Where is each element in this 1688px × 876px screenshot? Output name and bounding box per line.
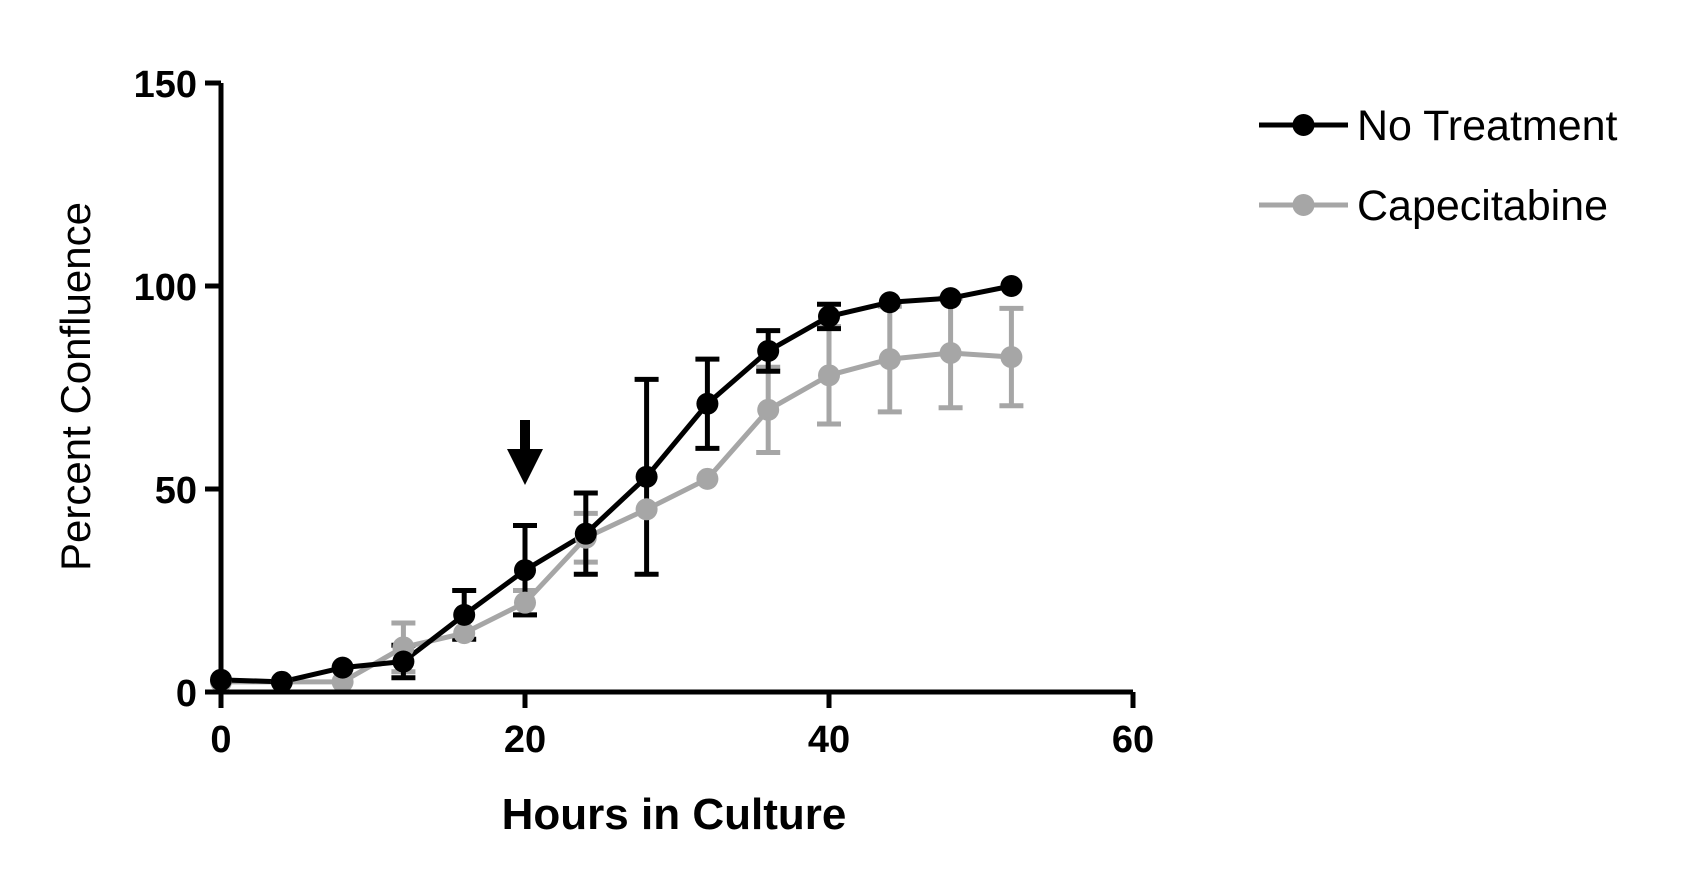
data-point (331, 656, 354, 679)
legend-item-no-treatment: No Treatment (1259, 102, 1618, 150)
data-point (939, 341, 962, 364)
x-axis: 0 20 40 60 (210, 689, 1154, 761)
data-point (757, 398, 780, 421)
data-point (270, 670, 293, 693)
data-point (939, 287, 962, 310)
series-capecitabine-line (221, 350, 1012, 685)
x-ticks: 0 20 40 60 (210, 692, 1154, 761)
data-point (635, 465, 658, 488)
data-point (696, 392, 719, 415)
x-tick-label: 20 (504, 719, 546, 761)
series-points (210, 275, 1023, 693)
data-point (392, 650, 415, 673)
data-point (574, 522, 597, 545)
y-tick-label: 100 (134, 267, 197, 309)
legend-item-capecitabine: Capecitabine (1259, 182, 1608, 230)
data-point (453, 603, 476, 626)
data-point (818, 364, 840, 387)
x-tick-label: 0 (210, 719, 231, 761)
data-point (514, 559, 536, 582)
y-ticks: 0 50 100 150 (134, 64, 221, 715)
data-point (453, 622, 476, 645)
legend-marker (1292, 114, 1315, 136)
annotation-arrow (507, 419, 543, 485)
arrow-head (507, 448, 543, 485)
data-point (635, 498, 658, 521)
x-tick-label: 40 (808, 719, 850, 761)
data-point (696, 467, 719, 490)
data-point (514, 591, 536, 614)
data-point (757, 339, 780, 362)
series-lines (220, 283, 1012, 685)
y-axis: 0 50 100 150 (134, 64, 224, 715)
legend: No Treatment Capecitabine (1259, 102, 1618, 230)
legend-marker (1292, 194, 1315, 216)
y-tick-label: 0 (176, 673, 197, 715)
legend-label: No Treatment (1357, 102, 1618, 150)
y-axis-title: Percent Confluence (52, 202, 99, 571)
x-tick-label: 60 (1112, 719, 1154, 761)
data-point (1000, 275, 1023, 297)
legend-label: Capecitabine (1357, 182, 1608, 230)
data-point (878, 291, 901, 314)
y-tick-label: 50 (155, 470, 197, 512)
x-axis-title: Hours in Culture (502, 790, 847, 839)
plot-area (210, 275, 1024, 693)
series-no-treatment-points (210, 275, 1023, 693)
y-tick-label: 150 (134, 64, 197, 106)
series-no-treatment-line (220, 283, 1012, 685)
data-point (1000, 346, 1023, 369)
data-point (818, 305, 840, 328)
series-capecitabine-points (210, 341, 1023, 693)
data-point (878, 348, 901, 371)
